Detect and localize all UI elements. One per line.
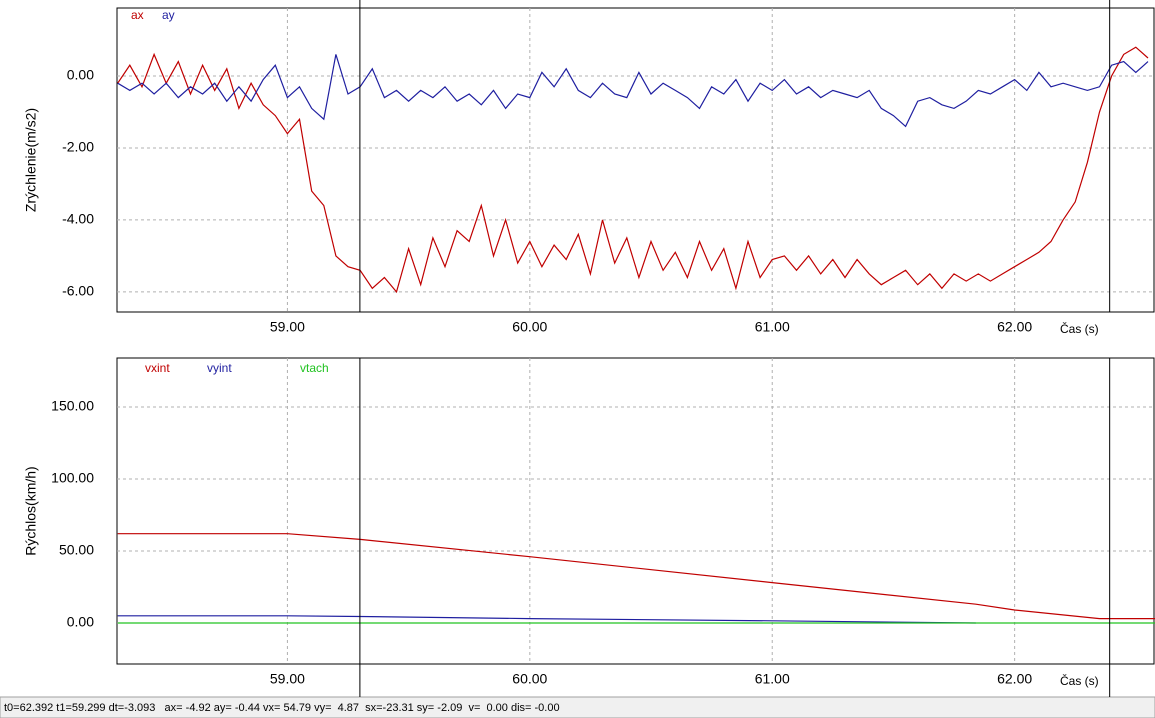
y-tick-label: 0.00	[67, 67, 94, 83]
status-bar	[0, 696, 1155, 718]
y-tick-label: 150.00	[51, 398, 94, 414]
plot-lines	[117, 46, 1149, 294]
series-line	[117, 533, 1155, 620]
series-line	[117, 54, 1149, 128]
x-tick-label: 62.00	[997, 671, 1032, 687]
y-tick-label: -2.00	[62, 139, 94, 155]
x-axis-label: Čas (s)	[1060, 321, 1099, 336]
x-tick-label: 60.00	[512, 319, 547, 335]
y-tick-label: -6.00	[62, 283, 94, 299]
plot-area	[116, 357, 1155, 665]
legend-entry: vyint	[207, 361, 232, 375]
legend-entry: ax	[131, 8, 144, 22]
y-axis-label: Zrýchlenie(m/s2)	[23, 108, 39, 212]
x-axis-label: Čas (s)	[1060, 673, 1099, 688]
series-line	[117, 615, 976, 624]
y-axis-label: Rýchlos(km/h)	[23, 466, 39, 555]
legend-entry: ay	[162, 8, 175, 22]
plot-area	[116, 7, 1155, 313]
series-line	[117, 46, 1149, 294]
legend-entry: vtach	[300, 361, 329, 375]
x-tick-label: 59.00	[270, 319, 305, 335]
legend-entry: vxint	[145, 361, 170, 375]
x-tick-label: 59.00	[270, 671, 305, 687]
x-tick-label: 61.00	[755, 319, 790, 335]
y-tick-label: -4.00	[62, 211, 94, 227]
y-tick-label: 0.00	[67, 614, 94, 630]
x-tick-label: 61.00	[755, 671, 790, 687]
plot-lines	[117, 533, 1155, 624]
status-text: t0=62.392 t1=59.299 dt=-3.093 ax= -4.92 …	[4, 702, 560, 714]
y-tick-label: 50.00	[59, 542, 94, 558]
x-tick-label: 60.00	[512, 671, 547, 687]
y-tick-label: 100.00	[51, 470, 94, 486]
x-tick-label: 62.00	[997, 319, 1032, 335]
